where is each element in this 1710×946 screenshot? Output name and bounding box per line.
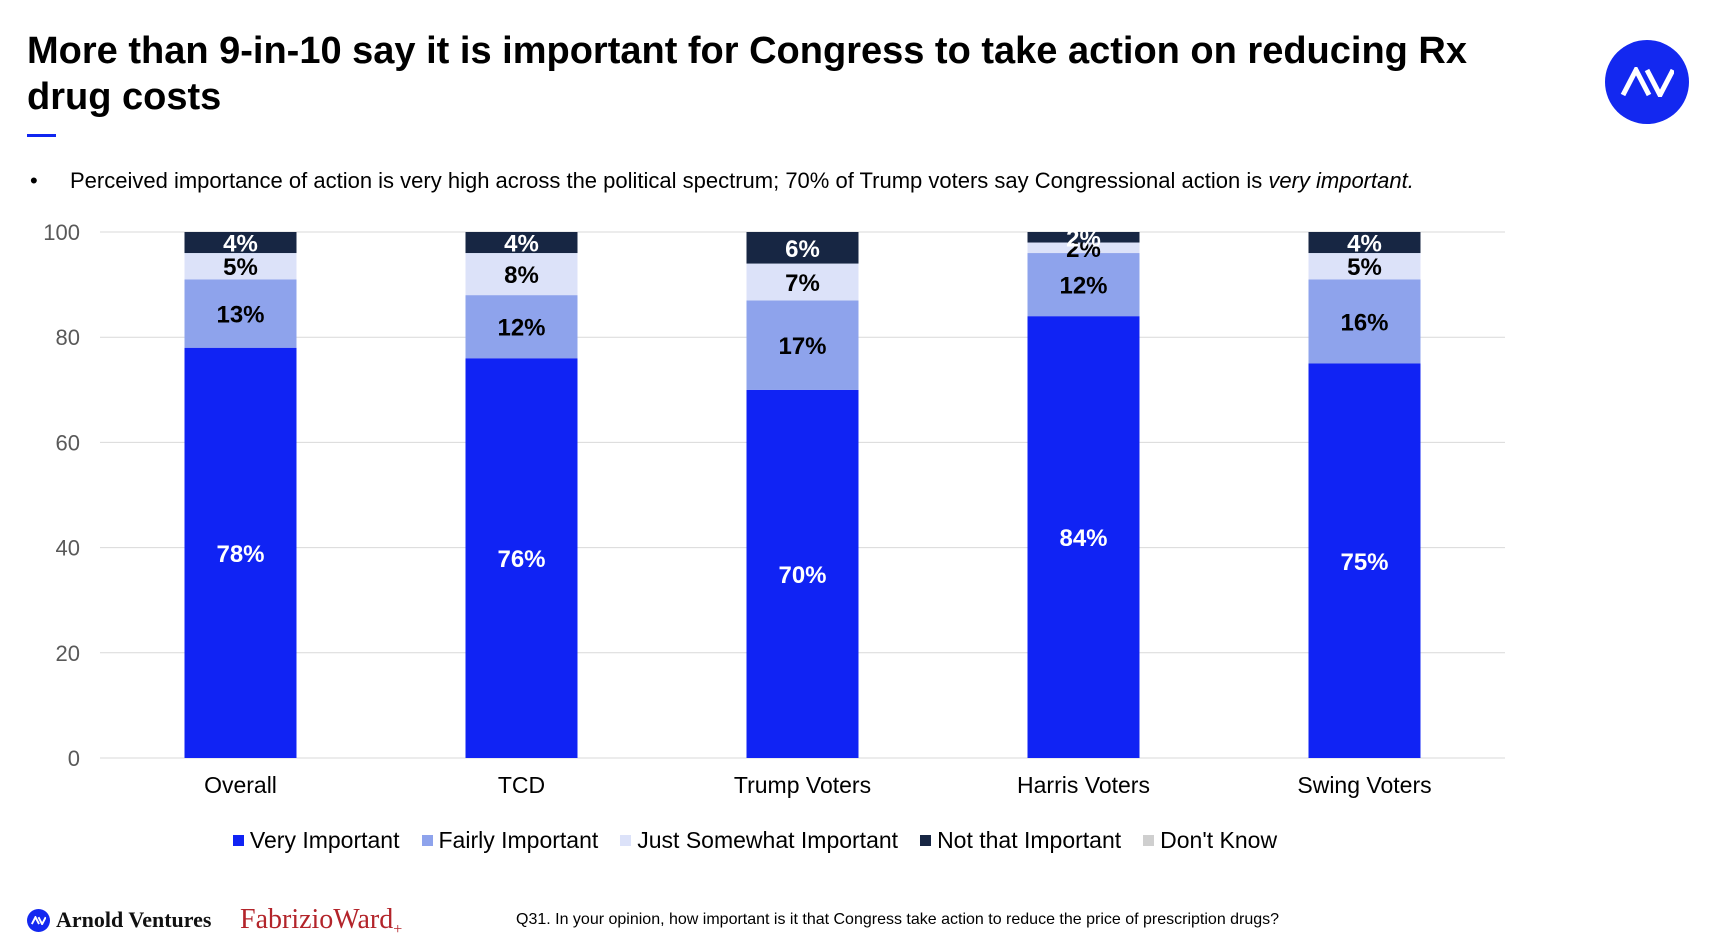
chart-legend: Very Important Fairly Important Just Somew… [0,827,1510,854]
x-tick-label: TCD [498,772,545,798]
legend-item: Just Somewhat Important [620,827,898,854]
bar-segment [1308,253,1421,280]
legend-label: Fairly Important [438,827,599,853]
bar-segment [1308,279,1421,364]
x-tick-label: Overall [204,772,277,798]
bar-segment [184,232,297,254]
fabrizio-ward-name: FabrizioWard [240,904,394,935]
data-label: 4% [1347,231,1382,258]
legend-label: Very Important [249,827,400,853]
legend-label: Not that Important [937,827,1122,853]
x-tick-label: Harris Voters [1017,772,1150,798]
data-label: 12% [497,315,545,342]
survey-question-footnote: Q31. In your opinion, how important is i… [516,911,1280,928]
bar-segment [1308,232,1421,254]
title-underline [27,134,56,137]
fabrizio-ward-logo: FabrizioWard+ [240,904,402,939]
bar-segment [746,263,859,301]
data-label: 76% [497,546,545,573]
bar-segment [1027,316,1140,758]
y-tick-label: 60 [56,430,80,455]
stacked-bar-chart: 02040608010078%13%5%4%Overall76%12%8%4%T… [43,220,1505,798]
bar-segment [465,253,578,296]
bullet-symbol: • [30,168,38,193]
data-label: 84% [1059,525,1107,552]
bar-segment [746,389,859,758]
bar-segment [1027,242,1140,254]
bar-segment [465,358,578,758]
summary-text: Perceived importance of action is very h… [70,168,1269,193]
y-tick-label: 80 [56,325,80,350]
data-label: 2% [1066,225,1101,252]
data-label: 70% [778,562,826,589]
data-label: 4% [504,231,539,258]
summary-emphasis: very important. [1268,168,1414,193]
bar-segment [184,279,297,348]
data-label: 4% [223,231,258,258]
data-label: 12% [1059,273,1107,300]
arnold-ventures-av-icon [1605,40,1689,124]
data-label: 16% [1340,309,1388,336]
legend-swatch [620,835,632,846]
legend-label: Don't Know [1160,827,1278,853]
bar-segment [184,347,297,758]
legend-item: Fairly Important [421,827,599,854]
y-tick-label: 40 [56,536,80,561]
data-label: 78% [216,541,264,568]
data-label: 5% [1347,254,1382,281]
legend-item: Very Important [232,827,400,854]
summary-bullet: • Perceived importance of action is very … [30,168,1414,194]
fabrizio-ward-plus-mark: + [393,921,403,938]
data-label: 75% [1340,549,1388,576]
y-tick-label: 100 [43,220,80,245]
bar-segment [465,232,578,254]
arnold-ventures-logo: Arnold Ventures [27,907,211,933]
legend-item: Not that Important [920,827,1121,854]
legend-swatch [1143,835,1155,846]
legend-swatch [232,835,244,846]
arnold-ventures-name: Arnold Ventures [56,907,212,932]
bar-segment [184,253,297,280]
bar-segment [746,300,859,390]
legend-item: Don't Know [1143,827,1277,854]
bar-segment [1308,363,1421,758]
data-label: 8% [504,262,539,289]
data-label: 7% [785,270,820,297]
data-label: 13% [216,302,264,329]
data-label: 17% [778,333,826,360]
bar-segment [1027,253,1140,317]
x-tick-label: Trump Voters [734,772,871,798]
bar-segment [465,295,578,359]
data-label: 6% [785,236,820,263]
x-tick-label: Swing Voters [1297,772,1431,798]
y-tick-label: 0 [68,746,80,771]
y-tick-label: 20 [56,641,80,666]
bar-segment [746,232,859,264]
legend-label: Just Somewhat Important [637,827,899,853]
av-mini-icon [27,908,50,932]
legend-swatch [421,835,433,846]
legend-swatch [920,835,932,846]
bar-segment [1027,232,1140,243]
data-label: 5% [223,254,258,281]
page-title: More than 9-in-10 say it is important fo… [27,30,1468,118]
